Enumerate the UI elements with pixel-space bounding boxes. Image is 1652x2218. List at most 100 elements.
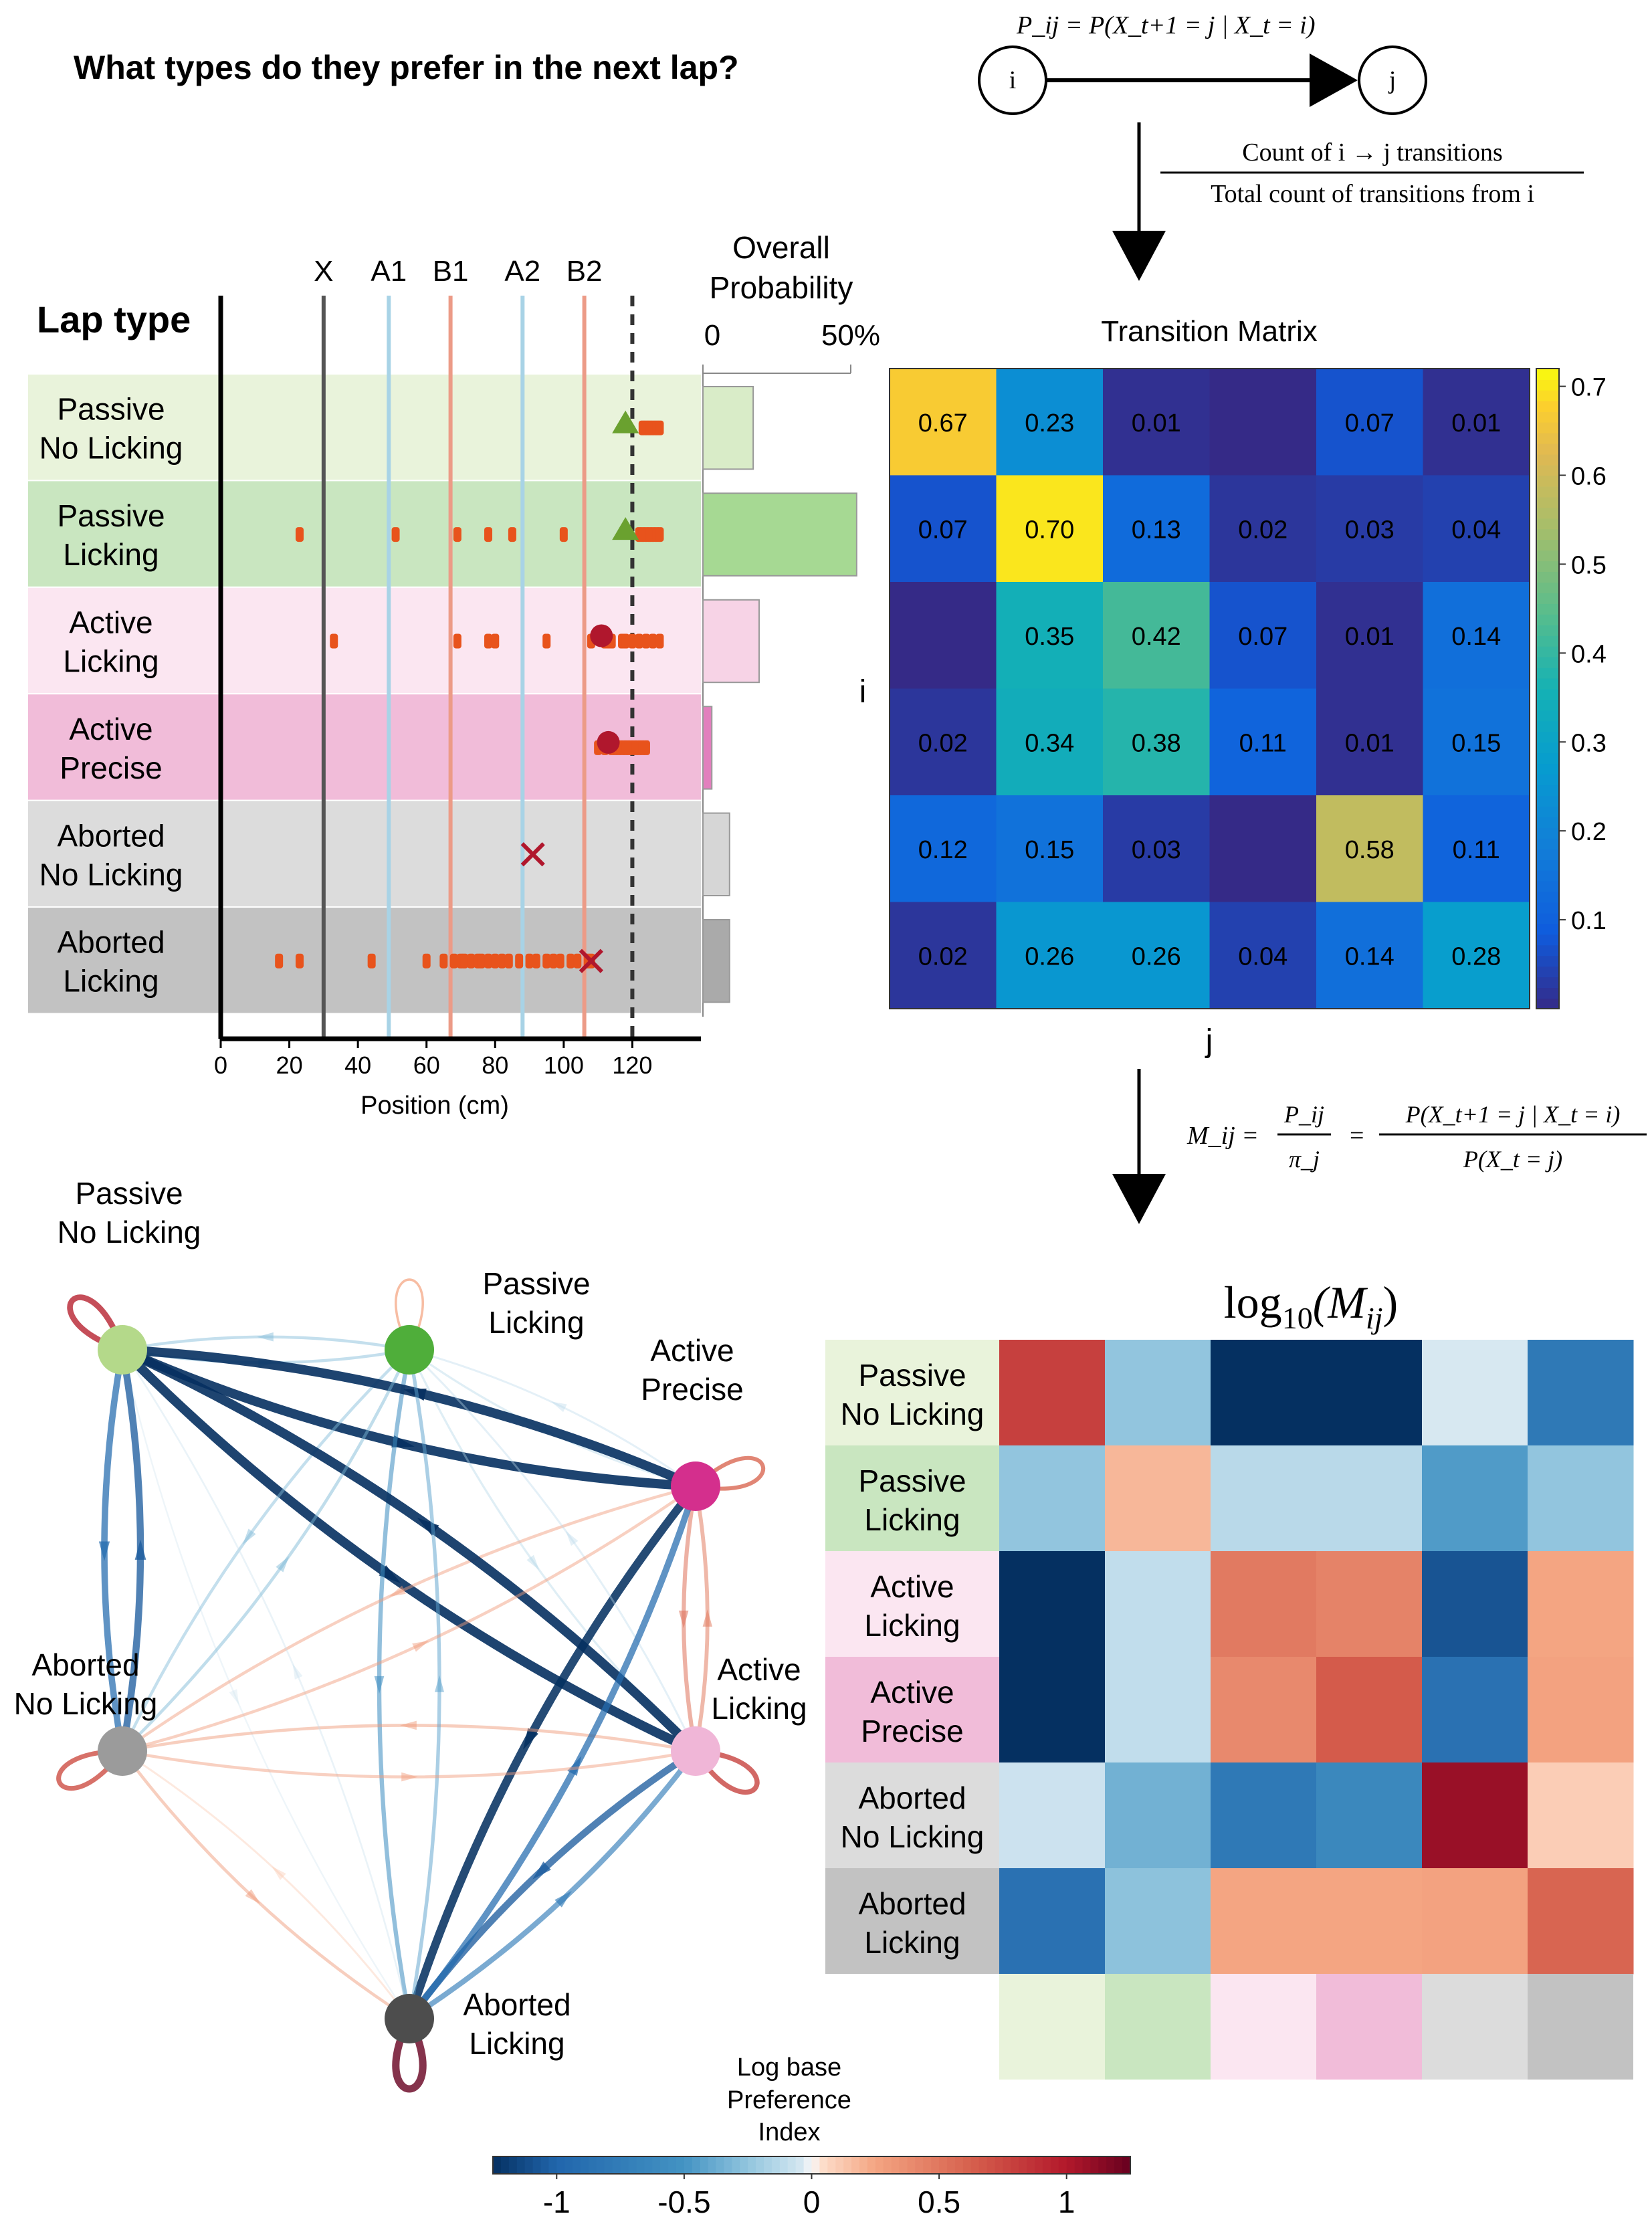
network-edge-arrow [292, 1664, 303, 1680]
preference-colorbar-title-line3: Index [758, 2118, 821, 2146]
x-tick-label: 0 [214, 1051, 227, 1079]
colorbar-segment [1536, 848, 1559, 860]
probability-bar [702, 919, 730, 1003]
preference-colorbar-segment [867, 2156, 876, 2174]
preference-colorbar-segment [493, 2156, 502, 2174]
outcome-triangle [612, 517, 639, 540]
lap-row-bg [28, 801, 701, 906]
node-j-circle [1358, 45, 1427, 115]
network-node-label-line1: Active [650, 1333, 734, 1368]
lap-row-label-line2: No Licking [39, 857, 183, 892]
lick-mark [573, 953, 582, 969]
preference-colorbar-segment [931, 2156, 940, 2174]
node-j-label: j [1388, 66, 1397, 94]
transition-schematic: P_ij = P(X_t+1 = j | X_t = i) i j Count … [978, 11, 1584, 281]
lick-mark [504, 953, 513, 969]
fraction-denominator: Total count of transitions from i [1211, 180, 1534, 208]
preference-colorbar-segment [1082, 2156, 1092, 2174]
preference-colorbar-segment [708, 2156, 717, 2174]
lick-mark [655, 633, 664, 649]
network-edge [407, 1748, 698, 2021]
network-node-label-line2: Licking [488, 1305, 584, 1340]
down-arrow-2-head [1112, 1174, 1166, 1224]
transition-cell-value: 0.03 [1345, 516, 1395, 544]
lick-mark [655, 527, 664, 542]
colorbar-segment [1536, 699, 1559, 711]
lick-mark [367, 953, 376, 969]
colorbar-tick-label: 0.3 [1571, 729, 1607, 757]
colorbar-segment [1536, 977, 1559, 989]
log-cell [1105, 1657, 1211, 1763]
zone-label: X [314, 255, 333, 288]
transition-cell-value: 0.35 [1025, 623, 1074, 651]
colorbar-segment [1536, 624, 1559, 636]
transition-cell [890, 795, 997, 902]
transition-cell [1209, 795, 1317, 902]
x-tick-label: 100 [544, 1051, 584, 1079]
lick-mark [628, 633, 637, 649]
lap-row-label-line1: Aborted [57, 925, 165, 960]
log-cell [1528, 1762, 1634, 1869]
lick-mark [484, 953, 493, 969]
zone-label: A2 [504, 255, 540, 288]
log-cell [1211, 1551, 1317, 1657]
preference-colorbar-segment [692, 2156, 701, 2174]
preference-colorbar-segment [724, 2156, 733, 2174]
log-row-label-line2: No Licking [841, 1819, 985, 1854]
transition-cell-value: 0.26 [1132, 942, 1181, 971]
preference-colorbar-segment [1106, 2156, 1116, 2174]
lick-mark [453, 633, 461, 649]
log-cell [1528, 1551, 1634, 1657]
colorbar-segment [1536, 518, 1559, 530]
log-cell [999, 1762, 1106, 1869]
transition-cell-value: 0.67 [918, 409, 968, 437]
preference-colorbar-segment [1098, 2156, 1108, 2174]
network-node-label-line2: Precise [641, 1372, 743, 1407]
transition-cell [1423, 475, 1530, 583]
transition-cell [996, 688, 1104, 796]
log-cell [999, 1868, 1106, 1975]
transition-cell [1103, 795, 1210, 902]
network-node-label-line2: Licking [469, 2026, 564, 2061]
log-row-label-bg [825, 1868, 999, 1974]
preference-colorbar-segment [588, 2156, 597, 2174]
transition-cell-value: 0.26 [1025, 942, 1074, 971]
transition-cell-value: 0.11 [1453, 836, 1500, 864]
preference-colorbar-tick-label: 0.5 [918, 2185, 960, 2218]
transition-cell [996, 475, 1104, 583]
colorbar-segment [1536, 837, 1559, 849]
zone-label: B1 [433, 255, 469, 288]
lap-row-bg [28, 694, 701, 800]
transition-cell-value: 0.34 [1025, 729, 1074, 757]
network-edge-arrow [565, 1530, 579, 1546]
network-edge-arrow [554, 1891, 572, 1908]
log-column-swatch [1422, 1974, 1528, 2080]
log-cell [999, 1340, 1106, 1446]
transition-cell [1316, 475, 1423, 583]
log-row-label-line1: Active [870, 1569, 954, 1604]
network-edge [118, 1345, 700, 1756]
outcome-triangle [612, 410, 639, 433]
transition-cell-value: 0.23 [1025, 409, 1074, 437]
network-self-loop [395, 1278, 424, 1350]
transition-cell-value: 0.13 [1132, 516, 1181, 544]
log-cell [1105, 1340, 1211, 1446]
colorbar-segment [1536, 400, 1559, 412]
network-node [385, 1325, 434, 1375]
log-cell [1105, 1445, 1211, 1552]
log-preference-panel: log10(Mij) Passive No Licking Passive Licki… [825, 1277, 1634, 2080]
log-cell [1316, 1340, 1423, 1446]
network-edge-arrow [403, 1388, 427, 1401]
transition-cell-value: 0.03 [1132, 836, 1181, 864]
x-tick-label: 40 [344, 1051, 371, 1079]
lap-type-panel: Lap type Passive No Licking Passive Licking… [28, 255, 701, 1120]
transition-matrix-ylabel: i [859, 674, 867, 710]
preference-colorbar-tick-label: 0 [803, 2185, 821, 2218]
preference-colorbar-segment [652, 2156, 661, 2174]
x-tick-label: 20 [276, 1051, 303, 1079]
lap-row-label-line2: Licking [63, 644, 159, 679]
log-cell [1316, 1657, 1423, 1763]
preference-colorbar-segment [1114, 2156, 1124, 2174]
colorbar-segment [1536, 496, 1559, 508]
log-column-swatch [999, 1974, 1105, 2080]
